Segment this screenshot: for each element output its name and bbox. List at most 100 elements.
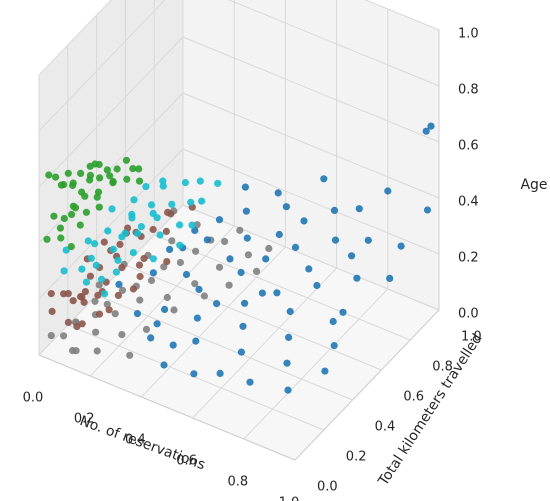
data-point — [355, 205, 363, 213]
data-point — [397, 242, 405, 250]
data-point — [64, 318, 72, 326]
data-point — [78, 320, 86, 328]
data-point — [57, 234, 65, 242]
x-tick-label: 0.4 — [125, 433, 146, 448]
data-point — [134, 229, 142, 237]
data-point — [195, 285, 203, 293]
grid-line-z-back — [182, 148, 440, 255]
data-point — [43, 235, 51, 243]
data-point — [68, 210, 76, 219]
data-point — [81, 288, 89, 296]
data-point — [422, 127, 430, 135]
data-point — [236, 226, 244, 234]
grid-line-x-floor — [141, 246, 286, 398]
data-point — [93, 347, 101, 355]
data-point — [283, 359, 291, 367]
data-point — [116, 240, 124, 248]
y-tick-label: 0.2 — [346, 450, 367, 465]
data-point — [153, 320, 161, 328]
data-point — [339, 308, 347, 316]
data-point — [156, 231, 164, 239]
data-point — [103, 166, 111, 174]
data-point — [215, 216, 224, 224]
grid-line-z-side — [38, 204, 184, 356]
data-point — [187, 198, 195, 206]
data-point — [330, 342, 338, 350]
data-point — [216, 369, 224, 377]
data-point — [286, 307, 294, 316]
y-tick-label: 1.0 — [461, 330, 482, 345]
data-point — [284, 386, 292, 394]
x-tick-label: 0.8 — [227, 475, 248, 490]
data-point — [243, 234, 251, 242]
z-tick-label: 0.4 — [458, 195, 479, 210]
data-point — [330, 206, 339, 214]
data-point — [147, 201, 156, 209]
data-point — [200, 292, 208, 300]
data-point — [135, 261, 144, 269]
data-point — [114, 256, 122, 264]
data-point — [273, 289, 281, 297]
data-point — [126, 351, 134, 359]
data-point — [241, 299, 249, 307]
z-tick-label: 0.0 — [458, 307, 479, 322]
data-point — [123, 175, 131, 183]
data-point — [423, 206, 432, 214]
data-point — [45, 171, 53, 179]
data-point — [136, 272, 144, 281]
data-point — [160, 263, 168, 271]
data-point — [60, 332, 68, 340]
data-point — [52, 173, 60, 181]
data-point — [226, 255, 234, 263]
data-point — [149, 269, 157, 277]
grid-line-y-floor — [67, 324, 324, 431]
grid-line-x-floor — [89, 225, 235, 377]
data-point — [149, 255, 157, 263]
data-point — [142, 183, 150, 191]
data-point — [291, 243, 300, 251]
data-point — [386, 274, 394, 282]
data-point — [94, 291, 102, 299]
grid-line-z-back — [182, 92, 440, 199]
data-point — [275, 230, 283, 239]
data-point — [82, 278, 90, 286]
y-tick-label: 0.8 — [432, 360, 453, 375]
data-point — [300, 217, 308, 225]
data-point — [305, 265, 313, 273]
data-point — [77, 169, 85, 177]
data-point — [196, 177, 204, 185]
grid-line-y-floor — [125, 264, 382, 371]
data-point — [241, 183, 249, 191]
x-axis-label: No. of reservations — [77, 413, 207, 473]
data-point — [95, 203, 103, 211]
data-point — [104, 227, 112, 235]
data-point — [103, 300, 111, 308]
data-point — [118, 286, 127, 294]
grid-line-z-side — [38, 36, 184, 188]
data-point — [164, 208, 172, 216]
data-point — [130, 196, 138, 204]
data-point — [163, 293, 171, 302]
data-point — [105, 306, 113, 314]
z-tick-label: 0.6 — [458, 139, 479, 154]
data-point — [108, 205, 116, 213]
data-point — [76, 221, 84, 229]
data-point — [56, 224, 64, 232]
x-tick-label: 0.0 — [23, 391, 44, 406]
data-point — [129, 165, 137, 173]
data-point — [137, 223, 145, 231]
data-point — [109, 245, 117, 253]
z-tick-label: 1.0 — [458, 27, 479, 42]
data-point — [320, 175, 328, 183]
data-point — [191, 226, 199, 235]
data-point — [182, 270, 191, 279]
data-point — [96, 174, 104, 182]
data-point — [176, 221, 184, 229]
data-point — [47, 290, 55, 298]
data-point — [98, 275, 106, 283]
data-point — [100, 238, 108, 246]
data-point — [69, 181, 77, 190]
floor-pane — [39, 205, 439, 460]
data-point — [221, 237, 229, 246]
